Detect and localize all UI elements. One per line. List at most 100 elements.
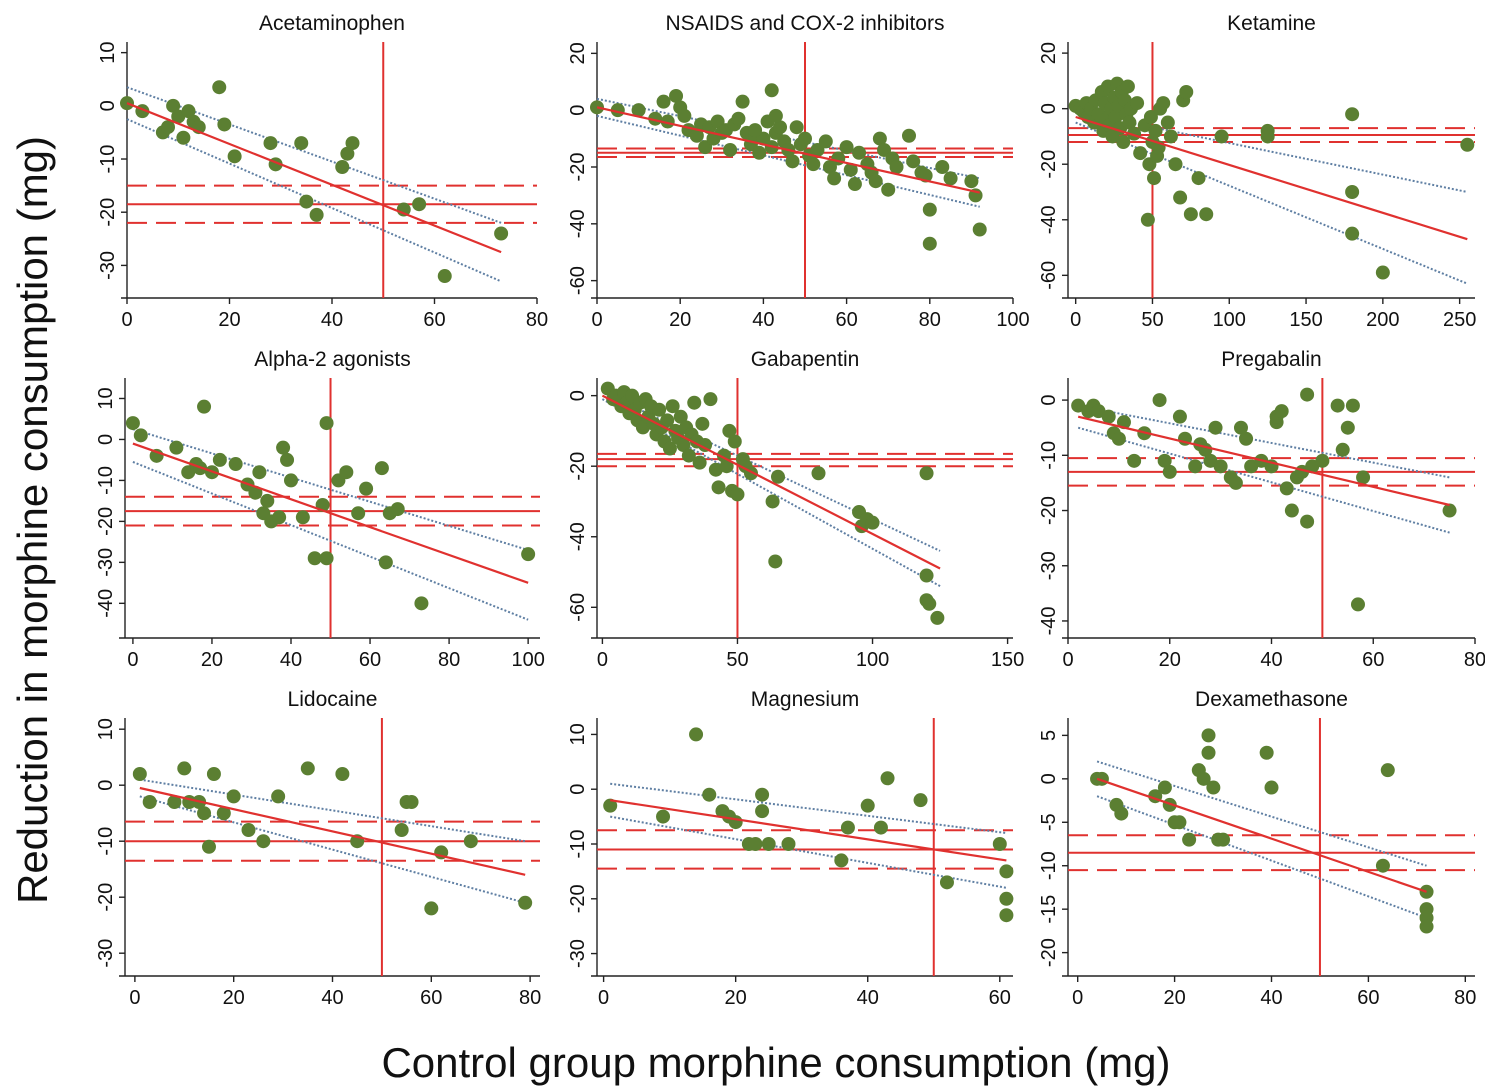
data-point: [702, 787, 717, 802]
data-point: [1340, 420, 1355, 435]
fit-line: [139, 786, 526, 876]
data-point: [216, 806, 231, 821]
data-point: [834, 853, 849, 868]
data-point: [687, 395, 702, 410]
x-tick-label: 60: [1357, 987, 1379, 1009]
x-tick-label: 80: [519, 987, 541, 1009]
data-point: [631, 103, 646, 118]
data-point: [404, 795, 419, 809]
y-tick-label: -10: [1038, 441, 1060, 470]
data-point: [212, 80, 227, 95]
data-point: [652, 402, 667, 417]
x-tick-label: 40: [280, 649, 302, 671]
x-tick-label: 0: [598, 987, 609, 1009]
data-point: [133, 428, 148, 443]
data-point: [902, 128, 916, 143]
data-point: [922, 202, 937, 217]
data-point: [922, 236, 937, 251]
data-point: [722, 423, 737, 438]
data-point: [335, 767, 350, 781]
y-tick-label: 10: [95, 718, 117, 740]
data-point: [999, 864, 1014, 879]
y-tick-label: 0: [567, 390, 589, 401]
y-tick-label: -10: [95, 827, 117, 856]
data-point: [284, 473, 298, 488]
data-point: [806, 157, 821, 172]
panel-title: Lidocaine: [288, 688, 378, 711]
x-tick-label: 40: [1260, 649, 1282, 671]
y-tick-label: 0: [1038, 773, 1060, 784]
x-tick-label: 20: [223, 987, 245, 1009]
data-point: [889, 160, 904, 174]
data-point: [263, 136, 278, 151]
ci-lower-line: [1077, 426, 1450, 534]
data-point: [906, 154, 921, 169]
data-point: [1300, 514, 1315, 529]
data-point: [424, 901, 439, 916]
panel-title: Dexamethasone: [1195, 688, 1348, 711]
y-tick-label: -20: [1038, 496, 1060, 525]
data-point: [930, 610, 945, 625]
y-tick-label: -10: [95, 466, 117, 495]
data-point: [1274, 404, 1289, 419]
y-tick-label: -40: [1038, 607, 1060, 636]
data-point: [919, 568, 934, 583]
data-point: [748, 837, 763, 851]
fit-line: [596, 106, 980, 194]
data-point: [1199, 207, 1214, 222]
y-tick-label: -30: [95, 548, 117, 577]
x-tick-label: 60: [1362, 649, 1384, 671]
data-point: [755, 787, 770, 802]
panel-title: Ketamine: [1227, 12, 1316, 35]
data-point: [1116, 135, 1131, 149]
data-point: [1264, 780, 1279, 795]
panel-6: Pregabalin 0 20 40 60 80 0 -10 -20 -30 -40: [1038, 348, 1485, 671]
ci-upper-line: [139, 778, 526, 843]
y-tick-label: -30: [97, 251, 119, 280]
data-point: [660, 413, 675, 428]
data-point: [252, 465, 267, 480]
data-point: [1201, 728, 1216, 743]
x-tick-label: 60: [423, 309, 445, 331]
data-point: [676, 438, 691, 453]
data-point: [1380, 763, 1395, 778]
data-point: [197, 399, 212, 414]
y-tick-label: 10: [567, 723, 589, 745]
x-tick-label: 100: [856, 649, 889, 671]
data-point: [1233, 420, 1248, 435]
data-point: [227, 149, 242, 164]
data-point: [319, 416, 334, 431]
data-point: [681, 448, 696, 463]
data-point: [752, 145, 767, 160]
data-point: [665, 399, 680, 414]
data-point: [276, 440, 291, 455]
x-tick-label: 20: [1163, 987, 1185, 1009]
x-tick-label: 0: [1070, 309, 1081, 331]
panel-9: Dexamethasone 0 20 40 60 80 5 0 -5 -10 -15 -20: [1038, 688, 1476, 1009]
data-point: [1350, 597, 1365, 612]
data-point: [999, 908, 1014, 923]
data-point: [735, 94, 750, 109]
data-point: [703, 392, 718, 407]
data-point: [1111, 431, 1126, 446]
data-point: [935, 160, 950, 174]
y-tick-label: -20: [97, 198, 119, 227]
y-tick-label: 0: [97, 100, 119, 111]
data-point: [727, 434, 742, 449]
panel-title: Magnesium: [751, 688, 860, 711]
data-point: [811, 466, 826, 481]
data-point: [217, 117, 232, 132]
data-point: [176, 130, 191, 145]
data-point: [730, 487, 745, 502]
data-point: [1279, 481, 1294, 496]
data-point: [939, 875, 954, 890]
x-tick-label: 0: [127, 649, 138, 671]
x-axis-label: Control group morphine consumption (mg): [381, 1039, 1170, 1086]
y-tick-label: -30: [1038, 551, 1060, 580]
y-tick-label: -60: [567, 593, 589, 622]
data-point: [731, 111, 746, 126]
data-point: [764, 83, 779, 98]
x-tick-label: 60: [420, 987, 442, 1009]
data-point: [1213, 459, 1228, 474]
